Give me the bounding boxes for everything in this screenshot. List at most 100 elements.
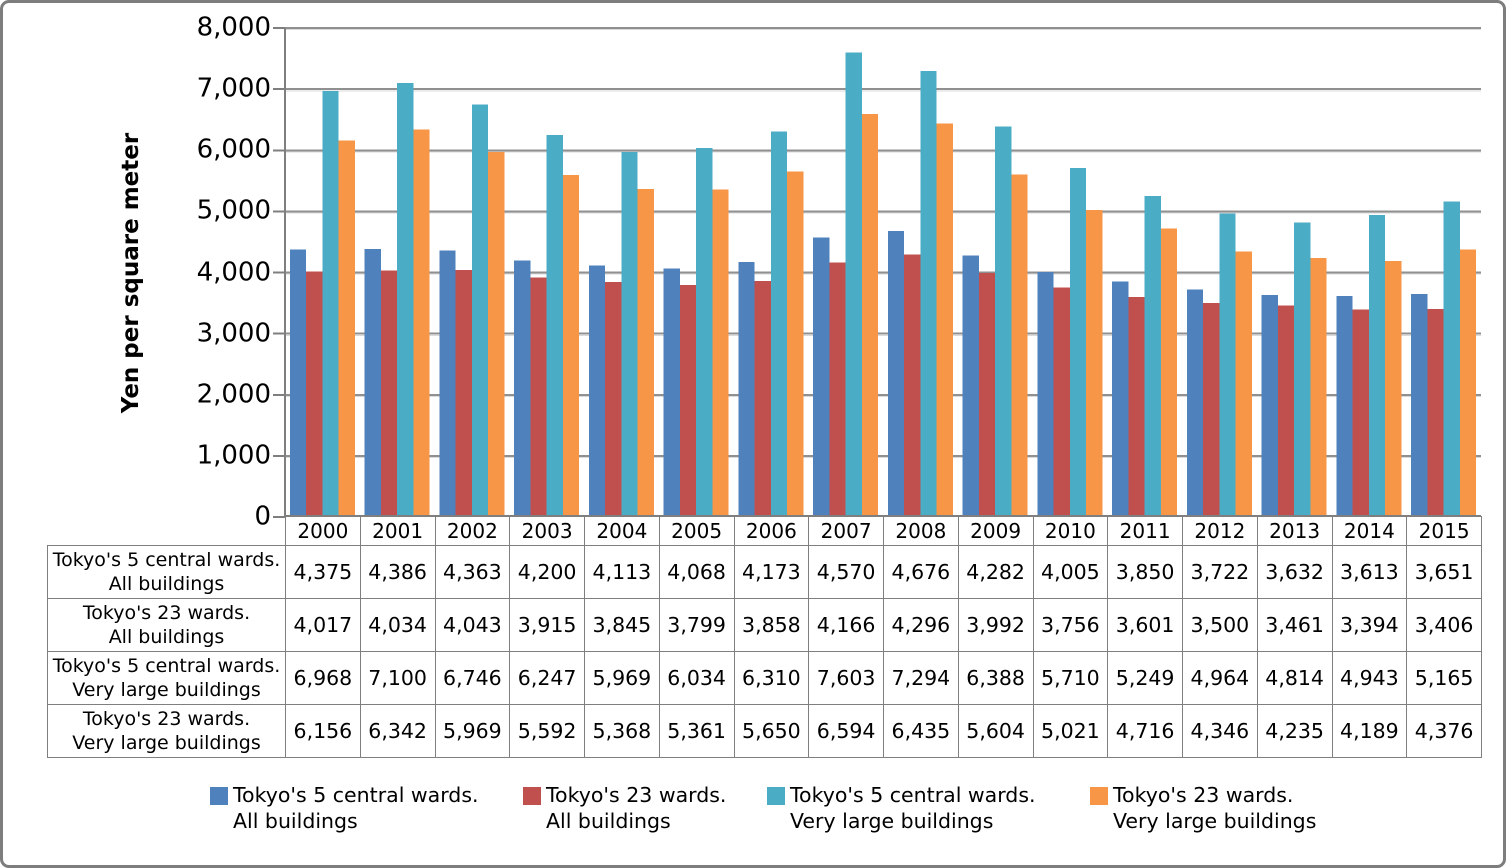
value-cell: 7,603: [808, 651, 884, 705]
value-cell: 3,992: [957, 598, 1034, 652]
bar: [696, 148, 713, 516]
value-cell: 3,850: [1107, 545, 1183, 599]
legend-label-line2: All buildings: [233, 809, 358, 833]
value-cell: 4,043: [434, 598, 511, 652]
year-header-cell: 2004: [584, 516, 660, 546]
value-cell: 4,189: [1331, 704, 1408, 758]
legend-swatch-icon: [523, 787, 541, 805]
legend-item: Tokyo's 5 central wards. Very large build…: [767, 782, 1036, 834]
legend-item: Tokyo's 23 wards. Very large buildings: [1090, 782, 1316, 834]
value-cell: 4,964: [1182, 651, 1258, 705]
value-cell: 6,247: [509, 651, 585, 705]
y-tick-label: 4,000: [196, 256, 271, 287]
value-cell: 4,376: [1406, 704, 1482, 758]
bar: [338, 140, 355, 516]
value-cell: 4,068: [658, 545, 735, 599]
value-cell: 3,651: [1406, 545, 1482, 599]
table-row: Tokyo's 5 central wards. All buildings 4,3…: [47, 545, 1482, 599]
value-cell: 3,406: [1406, 598, 1482, 652]
bar: [995, 126, 1012, 516]
bar: [813, 237, 830, 516]
legend-label-line2: All buildings: [546, 809, 671, 833]
year-header-cell: 2005: [658, 516, 735, 546]
legend-label-line2: Very large buildings: [790, 809, 994, 833]
y-tick-label: 1,000: [196, 440, 271, 471]
bar: [306, 271, 323, 516]
legend-label-line1: Tokyo's 5 central wards.: [790, 783, 1036, 807]
y-axis-title: Yen per square meter: [118, 132, 144, 414]
value-cell: 3,632: [1256, 545, 1333, 599]
value-cell: 4,005: [1032, 545, 1109, 599]
y-tick-label: 0: [254, 501, 271, 532]
bar: [1459, 249, 1476, 516]
value-cell: 4,034: [359, 598, 436, 652]
bar: [1160, 228, 1177, 516]
table-row: Tokyo's 23 wards. All buildings 4,017 4,034…: [47, 598, 1482, 652]
bar: [380, 270, 398, 516]
bar: [1261, 295, 1278, 516]
value-cell: 4,716: [1107, 704, 1183, 758]
value-cell: 4,235: [1256, 704, 1333, 758]
value-cell: 5,710: [1032, 651, 1109, 705]
legend-swatch-icon: [210, 787, 228, 805]
year-header-cell: 2001: [359, 516, 436, 546]
legend-label: Tokyo's 23 wards. All buildings: [546, 782, 726, 834]
value-cell: 3,756: [1032, 598, 1109, 652]
bar: [471, 104, 489, 516]
legend-label-line1: Tokyo's 5 central wards.: [233, 783, 479, 807]
bar: [1203, 303, 1220, 516]
row-label: Tokyo's 23 wards. Very large buildings: [47, 704, 286, 758]
bar: [1069, 168, 1087, 516]
bar: [663, 268, 680, 516]
bar: [1277, 305, 1295, 516]
value-cell: 6,034: [658, 651, 735, 705]
bar: [621, 152, 638, 516]
table-spacer-cell: [48, 517, 286, 546]
value-cell: 5,969: [434, 704, 511, 758]
value-cell: 4,386: [359, 545, 436, 599]
bar: [1011, 174, 1028, 516]
bar: [1053, 287, 1070, 516]
row-label-line2: Very large buildings: [72, 679, 261, 701]
value-cell: 7,294: [883, 651, 959, 705]
value-cell: 4,173: [733, 545, 810, 599]
value-cell: 4,363: [434, 545, 511, 599]
bar: [1411, 293, 1428, 516]
bar: [1336, 296, 1353, 516]
bar-chart: [273, 27, 1481, 518]
year-header-cell: 2003: [509, 516, 585, 546]
bar: [1352, 309, 1369, 516]
bar: [920, 71, 937, 516]
y-tick-label: 3,000: [196, 318, 271, 349]
legend-item: Tokyo's 23 wards. All buildings: [523, 782, 726, 834]
value-cell: 6,388: [957, 651, 1034, 705]
value-cell: 5,361: [658, 704, 735, 758]
value-cell: 4,017: [285, 598, 361, 652]
bar: [413, 129, 430, 517]
value-cell: 3,915: [509, 598, 585, 652]
value-cell: 6,435: [883, 704, 959, 758]
bar: [962, 255, 979, 517]
bar: [1368, 214, 1386, 516]
value-cell: 4,296: [883, 598, 959, 652]
legend-label-line2: Very large buildings: [1113, 809, 1317, 833]
bar: [589, 265, 606, 516]
year-header-cell: 2015: [1406, 516, 1482, 546]
value-cell: 5,021: [1032, 704, 1109, 758]
value-cell: 5,592: [509, 704, 585, 758]
row-label: Tokyo's 5 central wards. Very large build…: [47, 651, 286, 705]
value-cell: 5,368: [584, 704, 660, 758]
y-tick-label: 5,000: [196, 195, 271, 226]
value-cell: 4,814: [1256, 651, 1333, 705]
y-tick-label: 7,000: [196, 73, 271, 104]
bar: [637, 188, 654, 516]
bar: [1443, 201, 1460, 517]
bar: [861, 113, 878, 517]
y-tick-label: 2,000: [196, 379, 271, 410]
row-label-line1: Tokyo's 23 wards.: [82, 602, 251, 624]
bar: [829, 262, 846, 516]
bar: [754, 281, 771, 516]
row-label: Tokyo's 23 wards. All buildings: [47, 598, 286, 652]
legend-label: Tokyo's 5 central wards. Very large build…: [790, 782, 1036, 834]
bar: [1187, 289, 1204, 516]
